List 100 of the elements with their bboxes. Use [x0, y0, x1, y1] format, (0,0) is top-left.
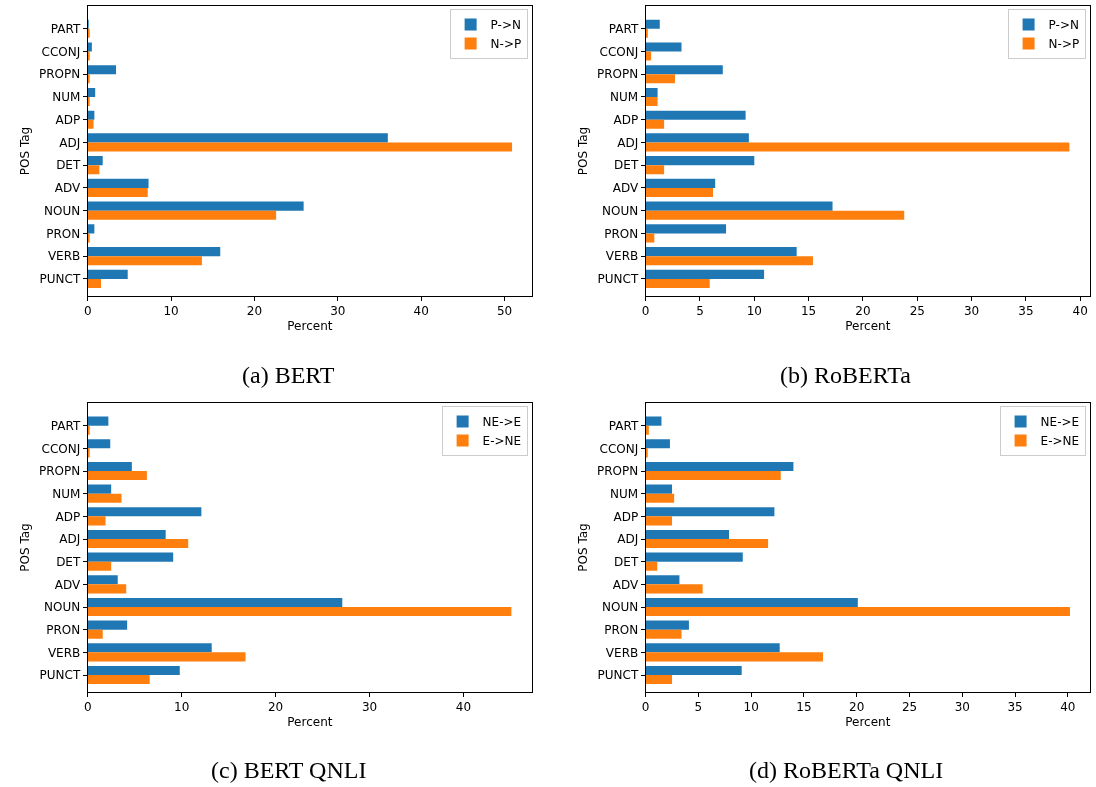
bar: [645, 529, 730, 539]
bar: [87, 278, 102, 289]
bar: [645, 110, 746, 120]
bar: [645, 87, 658, 97]
y-tick-label: NUM: [610, 486, 639, 501]
y-tick-label: PART: [50, 418, 81, 433]
bar: [87, 607, 512, 617]
y-tick-label: ADP: [613, 112, 639, 127]
bar: [645, 643, 780, 653]
y-tick-label: PRON: [604, 622, 639, 637]
x-tick-label: 30: [954, 700, 970, 715]
y-tick-label: PRON: [46, 226, 81, 241]
x-tick-label: 40: [1060, 700, 1076, 715]
legend-label: N->P: [1048, 37, 1080, 52]
y-tick-label: PRON: [46, 622, 81, 637]
text: (a) BERT: [242, 362, 335, 388]
bar: [645, 448, 648, 458]
bar: [87, 156, 103, 166]
y-tick-label: NOUN: [602, 203, 639, 218]
y-tick-label: DET: [56, 554, 81, 569]
x-axis-title: Percent: [845, 715, 891, 730]
bar: [645, 561, 658, 571]
legend-label: N->P: [490, 37, 522, 52]
bar: [87, 439, 111, 449]
y-tick-label: ADP: [55, 509, 81, 524]
y-tick-label: ADV: [54, 181, 82, 196]
x-tick-label: 35: [1007, 700, 1023, 715]
y-axis-title: POS Tag: [18, 523, 33, 572]
bar: [645, 607, 1070, 617]
bar: [87, 201, 304, 211]
bar: [645, 42, 682, 52]
bar: [87, 448, 90, 458]
x-tick-label: 0: [641, 700, 650, 715]
y-tick-label: PART: [608, 418, 639, 433]
bar: [87, 119, 94, 129]
bar: [87, 28, 90, 38]
bar: [645, 233, 655, 243]
y-tick-label: NOUN: [44, 600, 81, 615]
x-tick-label: 25: [901, 700, 918, 715]
y-tick-label: ADP: [55, 112, 81, 127]
y-tick-label: PART: [608, 21, 639, 36]
y-axis-title: POS Tag: [576, 126, 591, 176]
bar: [87, 629, 103, 639]
bar: [645, 74, 675, 84]
bar: [87, 484, 112, 494]
bar: [87, 74, 90, 84]
bar: [645, 133, 749, 143]
y-tick-label: NUM: [52, 486, 81, 501]
bar: [645, 552, 743, 562]
y-tick-label: DET: [56, 158, 81, 173]
x-tick-label: 30: [361, 700, 378, 715]
bar: [87, 597, 343, 607]
y-tick-label: VERB: [605, 249, 639, 264]
bar: [87, 42, 92, 52]
x-tick-label: 40: [413, 304, 429, 319]
y-tick-label: NUM: [52, 90, 81, 105]
y-tick-label: CCONJ: [599, 44, 639, 59]
y-tick-label: NOUN: [602, 600, 639, 615]
bar: [87, 142, 513, 152]
legend-label: P->N: [1048, 18, 1079, 33]
bar: [645, 507, 775, 517]
y-tick-label: PROPN: [597, 464, 639, 479]
legend-label: NE->E: [482, 415, 522, 430]
y-tick-label: NOUN: [44, 203, 81, 218]
bar: [87, 187, 148, 198]
bar: [645, 471, 781, 481]
bar: [645, 201, 833, 211]
x-tick-label: 0: [83, 700, 92, 715]
y-tick-label: VERB: [47, 645, 81, 660]
bar: [87, 247, 221, 257]
bar: [645, 484, 673, 494]
bar: [87, 516, 106, 526]
y-tick-label: DET: [614, 554, 639, 569]
y-tick-label: CCONJ: [41, 441, 81, 456]
legend-label: P->N: [490, 18, 521, 33]
bar: [645, 142, 1070, 152]
y-tick-label: VERB: [47, 249, 81, 264]
x-tick-label: 20: [855, 304, 871, 319]
bar: [645, 620, 689, 630]
bar: [645, 210, 905, 220]
bar: [87, 652, 246, 662]
x-tick-label: 15: [800, 304, 817, 319]
bar: [87, 233, 90, 243]
bar: [87, 178, 149, 188]
x-axis-title: Percent: [845, 319, 891, 334]
bar: [645, 65, 723, 75]
bar: [87, 165, 100, 175]
bar: [645, 178, 716, 188]
bar: [87, 51, 90, 61]
x-tick-label: 0: [83, 304, 92, 319]
bar: [645, 28, 648, 38]
bar: [645, 665, 742, 675]
y-tick-label: PROPN: [597, 67, 639, 82]
bar: [87, 96, 90, 107]
y-tick-label: PROPN: [39, 67, 81, 82]
x-tick-label: 20: [849, 700, 865, 715]
y-tick-label: CCONJ: [41, 44, 81, 59]
bar: [87, 256, 202, 266]
y-tick-label: ADJ: [617, 532, 639, 547]
y-tick-label: ADJ: [617, 135, 639, 150]
